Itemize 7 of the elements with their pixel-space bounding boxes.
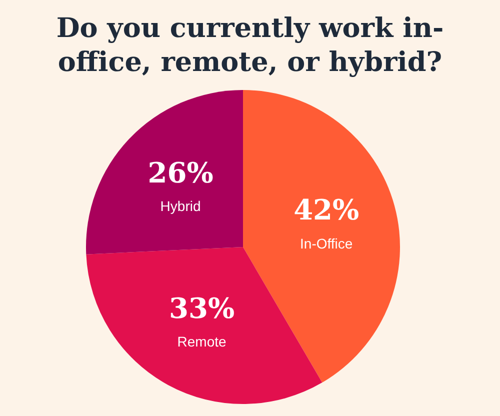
data-label: 33%	[168, 292, 235, 326]
slice-label: Remote	[177, 334, 226, 350]
slice-label: In-Office	[300, 235, 353, 252]
data-label: 42%	[294, 194, 360, 227]
chart-title: Do you currently work in-office, remote, or hybrid?	[55, 12, 445, 80]
data-label: 26%	[148, 156, 214, 190]
slice-label: Hybrid	[160, 198, 201, 214]
